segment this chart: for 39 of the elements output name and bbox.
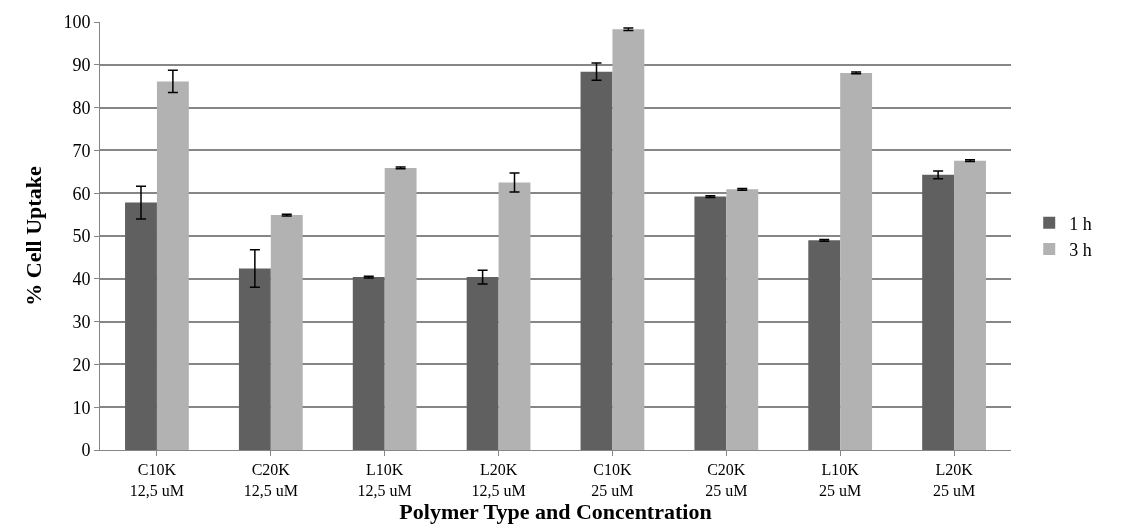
bar	[726, 189, 759, 450]
bar	[352, 277, 385, 450]
x-tick-label: L20K 25 uM	[932, 461, 976, 499]
y-tick-label: 60	[72, 183, 91, 204]
bar	[808, 240, 841, 450]
bar	[840, 72, 873, 450]
bar	[580, 71, 613, 450]
x-tick-label: L10K 12,5 uM	[357, 461, 412, 499]
x-tick-label: C20K 25 uM	[705, 461, 748, 499]
y-tick-label: 100	[63, 12, 91, 33]
bar	[384, 167, 417, 450]
legend-label: 3 h	[1069, 240, 1092, 261]
x-tick-label: C10K 12,5 uM	[129, 461, 185, 499]
x-tick-label: C10K 25 uM	[591, 461, 634, 499]
y-tick-label: 10	[72, 397, 91, 418]
bar	[238, 268, 271, 450]
y-axis-title: % Cell Uptake	[21, 166, 47, 306]
bar	[922, 174, 955, 450]
y-tick-label: 20	[72, 354, 91, 375]
y-tick-label: 40	[72, 269, 91, 290]
x-axis-title: Polymer Type and Concentration	[399, 499, 712, 524]
y-tick-label: 50	[72, 226, 91, 247]
bar	[694, 196, 727, 450]
bar	[612, 29, 645, 450]
y-tick-label: 0	[81, 440, 91, 461]
bar	[270, 215, 303, 450]
bar	[498, 182, 531, 450]
bar	[466, 277, 499, 450]
y-tick-label: 80	[72, 97, 91, 118]
bar	[156, 81, 189, 450]
legend-label: 1 h	[1069, 213, 1092, 234]
x-tick-label: L20K 12,5 uM	[471, 461, 526, 499]
y-tick-label: 70	[72, 140, 91, 161]
bar	[954, 160, 986, 450]
y-tick-label: 90	[72, 55, 91, 76]
y-tick-label: 30	[72, 311, 91, 332]
x-tick-label: L10K 25 uM	[819, 461, 862, 499]
bar	[125, 202, 157, 450]
x-tick-label: C20K 12,5 uM	[243, 461, 298, 499]
